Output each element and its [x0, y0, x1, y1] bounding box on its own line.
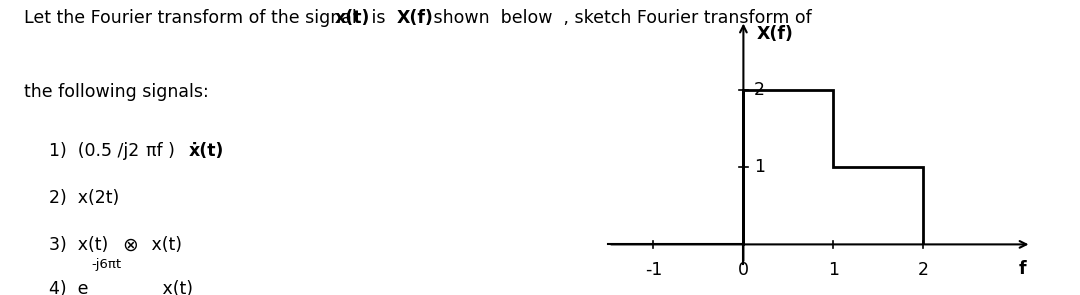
Text: X(f): X(f): [397, 9, 434, 27]
Text: 0: 0: [738, 261, 748, 279]
Text: 2: 2: [754, 81, 766, 99]
Text: the following signals:: the following signals:: [24, 83, 208, 101]
Text: -1: -1: [645, 261, 662, 279]
Text: 2)  x(2t): 2) x(2t): [49, 189, 119, 207]
Text: ẋ(t): ẋ(t): [189, 142, 225, 160]
Text: x(t): x(t): [335, 9, 370, 27]
Text: πf ): πf ): [146, 142, 186, 160]
Text: X(f): X(f): [757, 24, 794, 42]
Text: x(t): x(t): [157, 280, 192, 295]
Text: shown  below  , sketch Fourier transform of: shown below , sketch Fourier transform o…: [428, 9, 812, 27]
Text: is: is: [366, 9, 391, 27]
Text: -j6πt: -j6πt: [92, 258, 122, 271]
Text: x(t): x(t): [146, 236, 181, 254]
Text: 3)  x(t): 3) x(t): [49, 236, 108, 254]
Text: ⊗: ⊗: [122, 236, 138, 255]
Text: 1: 1: [828, 261, 839, 279]
Text: 1: 1: [754, 158, 766, 176]
Text: Let the Fourier transform of the signal: Let the Fourier transform of the signal: [24, 9, 362, 27]
Text: 4)  e: 4) e: [49, 280, 89, 295]
Text: 2: 2: [918, 261, 929, 279]
Text: 1)  (0.5 /j2: 1) (0.5 /j2: [49, 142, 139, 160]
Text: f: f: [1018, 260, 1026, 278]
